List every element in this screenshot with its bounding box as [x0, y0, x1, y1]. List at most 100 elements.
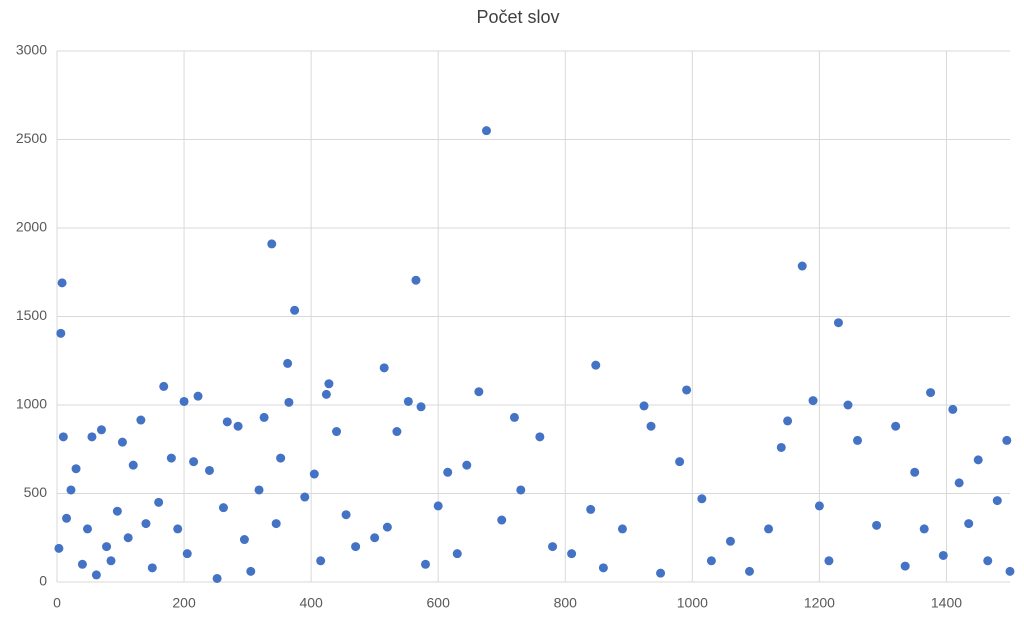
point	[324, 379, 334, 389]
point	[123, 533, 133, 543]
point	[212, 573, 222, 583]
y-tick-label: 500	[24, 484, 48, 500]
point	[646, 421, 656, 431]
point	[509, 412, 519, 422]
point	[71, 464, 81, 474]
point	[824, 556, 834, 566]
point	[56, 328, 66, 338]
point	[682, 385, 692, 395]
point	[462, 460, 472, 470]
point	[833, 318, 843, 328]
point	[1005, 566, 1015, 576]
point	[992, 496, 1002, 506]
point	[891, 421, 901, 431]
point	[548, 542, 558, 552]
point	[516, 485, 526, 495]
x-tick-label: 600	[427, 595, 451, 611]
y-tick-label: 3000	[16, 42, 47, 58]
point	[783, 416, 793, 426]
point	[706, 556, 716, 566]
point	[141, 519, 151, 529]
point	[872, 520, 882, 530]
point	[259, 412, 269, 422]
x-tick-label: 800	[554, 595, 578, 611]
point	[814, 501, 824, 511]
point	[420, 559, 430, 569]
point	[411, 275, 421, 285]
point	[910, 467, 920, 477]
point	[62, 513, 72, 523]
point	[57, 278, 67, 288]
point	[77, 559, 87, 569]
point	[382, 522, 392, 532]
point	[128, 460, 138, 470]
point	[316, 556, 326, 566]
point	[351, 542, 361, 552]
point	[675, 457, 685, 467]
x-tick-label: 1400	[931, 595, 962, 611]
point	[271, 519, 281, 529]
point	[497, 515, 507, 525]
point	[82, 524, 92, 534]
point	[973, 455, 983, 465]
chart-title: Počet slov	[476, 7, 559, 27]
point	[797, 261, 807, 271]
point	[938, 550, 948, 560]
point	[954, 478, 964, 488]
point	[159, 381, 169, 391]
point	[254, 485, 264, 495]
point	[117, 437, 127, 447]
point	[58, 432, 68, 442]
y-tick-label: 0	[39, 573, 47, 589]
point	[189, 457, 199, 467]
point	[433, 501, 443, 511]
x-tick-label: 400	[299, 595, 323, 611]
point	[154, 497, 164, 507]
point	[598, 563, 608, 573]
point	[586, 504, 596, 514]
point	[591, 360, 601, 370]
point	[843, 400, 853, 410]
point	[179, 396, 189, 406]
point	[452, 549, 462, 559]
point	[66, 485, 76, 495]
point	[808, 396, 818, 406]
point	[222, 417, 232, 427]
point	[725, 536, 735, 546]
x-tick-label: 0	[53, 595, 61, 611]
point	[1002, 435, 1012, 445]
point	[246, 566, 256, 576]
point	[416, 402, 426, 412]
y-tick-label: 2000	[16, 219, 47, 235]
point	[697, 494, 707, 504]
point	[136, 415, 146, 425]
point	[535, 432, 545, 442]
point	[193, 391, 203, 401]
point	[443, 467, 453, 477]
point	[964, 519, 974, 529]
point	[392, 427, 402, 437]
point	[900, 561, 910, 571]
x-tick-label: 200	[172, 595, 196, 611]
point	[481, 126, 491, 136]
point	[233, 421, 243, 431]
point	[182, 549, 192, 559]
point	[745, 566, 755, 576]
point	[173, 524, 183, 534]
point	[983, 556, 993, 566]
point	[379, 363, 389, 373]
point	[309, 469, 319, 479]
point	[239, 535, 249, 545]
point	[948, 404, 958, 414]
point	[341, 510, 351, 520]
point	[54, 543, 64, 553]
point	[567, 549, 577, 559]
point	[218, 503, 228, 513]
point	[403, 396, 413, 406]
point	[204, 465, 214, 475]
point	[147, 563, 157, 573]
point	[919, 524, 929, 534]
y-tick-label: 1000	[16, 396, 47, 412]
point	[656, 568, 666, 578]
